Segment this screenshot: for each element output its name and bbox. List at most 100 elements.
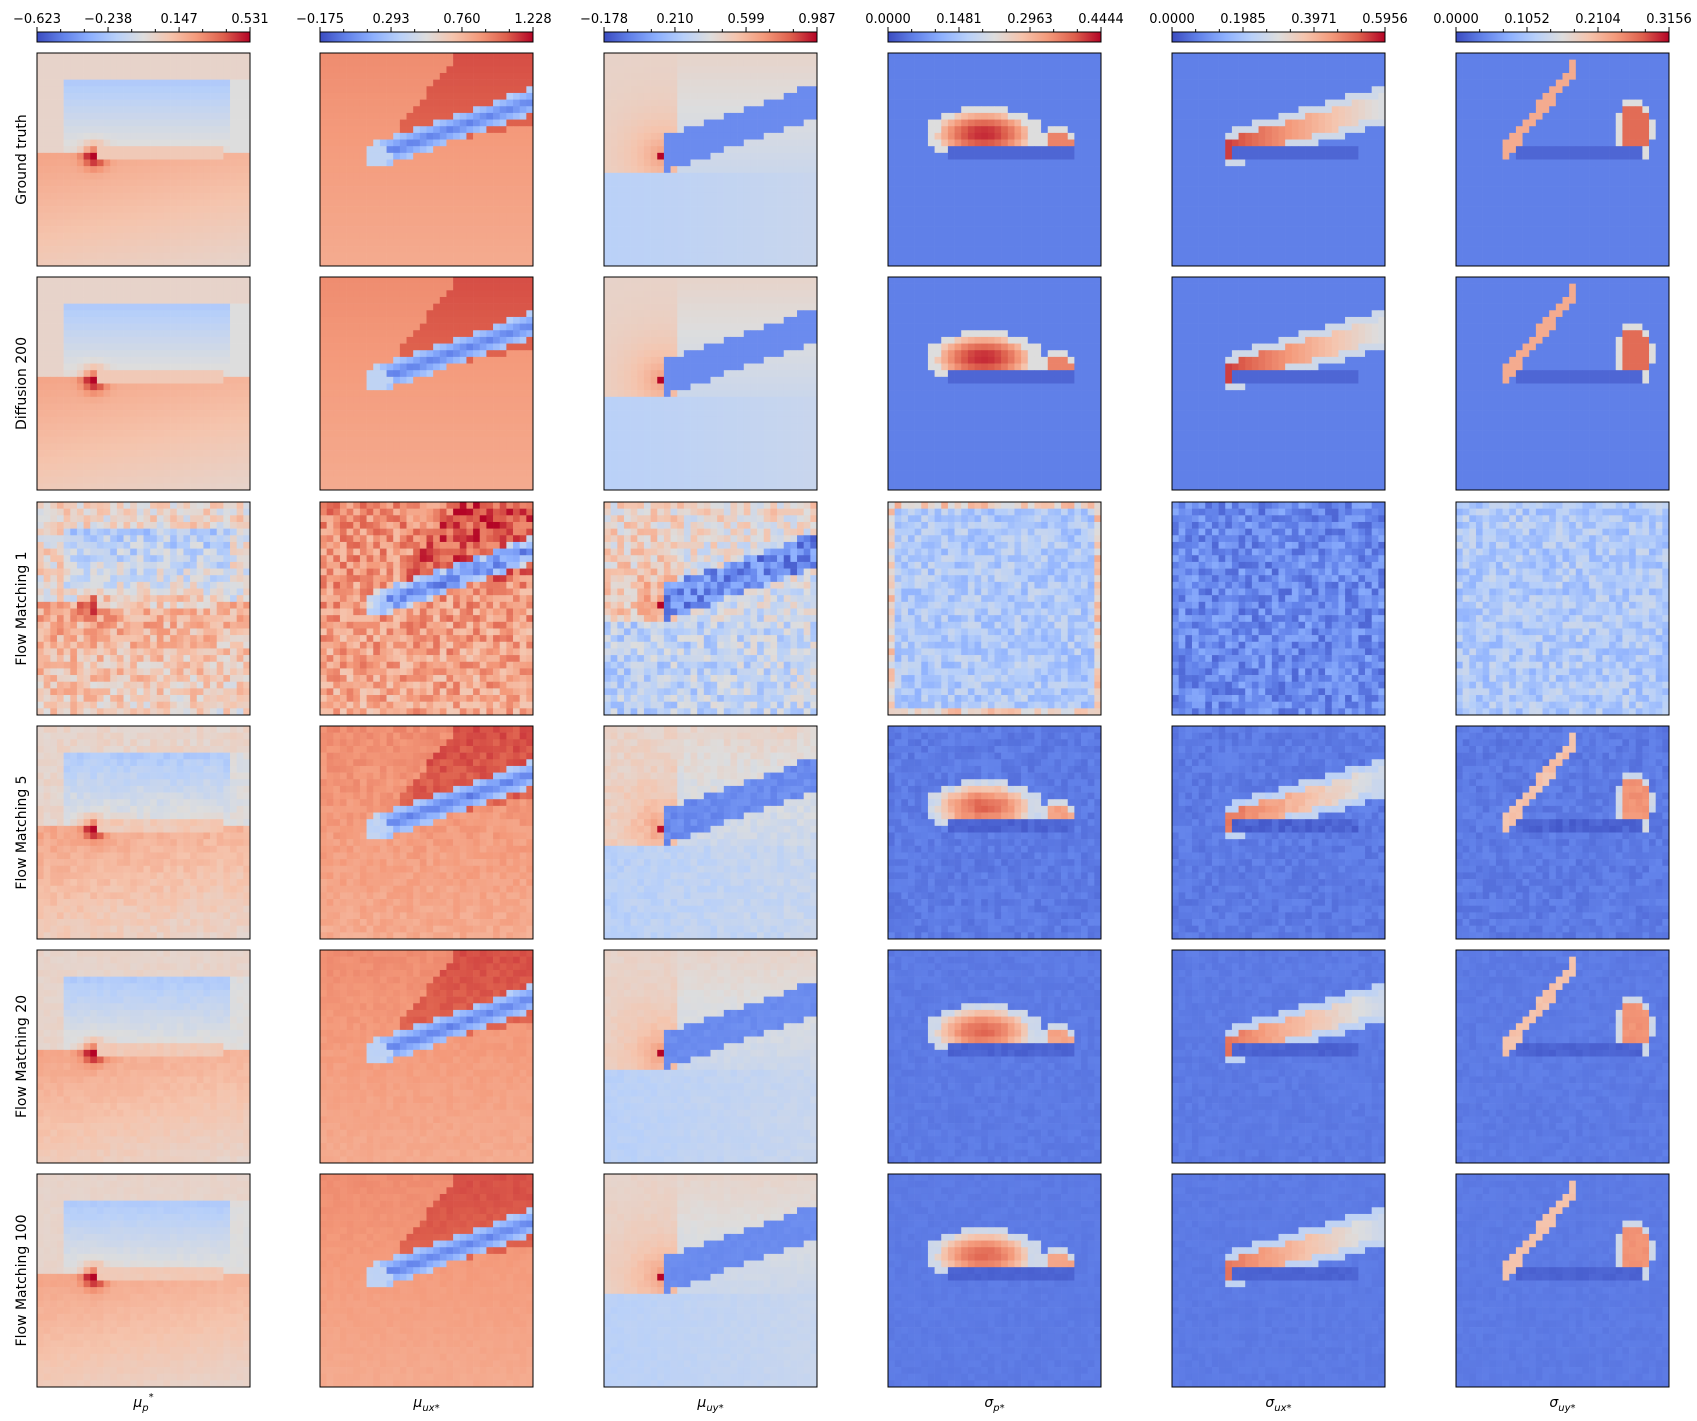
panel-4-4 bbox=[1171, 949, 1386, 1164]
row-label: Diffusion 200 bbox=[14, 337, 30, 430]
column-label-symbol: μ bbox=[412, 1395, 422, 1411]
column-label: μux* bbox=[412, 1395, 439, 1414]
panel-5-3 bbox=[887, 1173, 1102, 1388]
panel-frame bbox=[1455, 1173, 1670, 1388]
column-label-symbol: μ bbox=[696, 1395, 706, 1411]
colorbar-tick-label: 0.5956 bbox=[1362, 12, 1408, 27]
panel-5-5 bbox=[1455, 1173, 1670, 1388]
panel-5-0 bbox=[36, 1173, 251, 1388]
row-label: Flow Matching 1 bbox=[14, 551, 30, 665]
row-label: Flow Matching 5 bbox=[14, 775, 30, 889]
panel-frame bbox=[36, 725, 251, 940]
panel-frame bbox=[887, 949, 1102, 1164]
column-label: μuy* bbox=[696, 1395, 723, 1414]
panel-frame bbox=[1171, 725, 1386, 940]
panel-frame bbox=[603, 501, 818, 716]
colorbars: −0.623 −0.238 0.147 0.531 −0.175 0.293 0.760 1.… bbox=[13, 12, 1692, 43]
column-label-subscript: uy* bbox=[706, 1403, 723, 1414]
panel-frame bbox=[887, 501, 1102, 716]
panel-frame bbox=[603, 1173, 818, 1388]
panel-frame bbox=[603, 276, 818, 491]
panel-frame bbox=[887, 1173, 1102, 1388]
column-label-subscript: p bbox=[141, 1403, 148, 1414]
column-labels: μp* μux* μuy* σp* σux* σuy* bbox=[132, 1392, 1575, 1414]
panel-frame bbox=[603, 725, 818, 940]
colorbar-tick-label: 0.293 bbox=[372, 12, 409, 27]
panel-frame bbox=[887, 725, 1102, 940]
panel-frame bbox=[1171, 276, 1386, 491]
colorbar-tick-label: 0.1985 bbox=[1220, 12, 1266, 27]
colorbar-tick-label: 0.4444 bbox=[1078, 12, 1124, 27]
panel-3-4 bbox=[1171, 725, 1386, 940]
column-label-superscript: * bbox=[149, 1392, 154, 1403]
panel-1-3 bbox=[887, 276, 1102, 491]
colorbar-tick-label: 0.1481 bbox=[936, 12, 982, 27]
colorbar-tick-label: 0.2104 bbox=[1575, 12, 1621, 27]
column-label: μp* bbox=[132, 1392, 153, 1414]
panel-frame bbox=[36, 949, 251, 1164]
row-labels: Ground truth Diffusion 200 Flow Matching 1… bbox=[14, 114, 30, 1346]
column-label-symbol: σ bbox=[1549, 1395, 1559, 1411]
column-label-symbol: σ bbox=[984, 1395, 994, 1411]
panel-3-2 bbox=[603, 725, 818, 940]
panel-frame bbox=[1455, 276, 1670, 491]
panel-frame bbox=[319, 52, 534, 267]
colorbar-tick-label: 0.0000 bbox=[865, 12, 911, 27]
column-label-subscript: p* bbox=[992, 1403, 1004, 1414]
colorbar-mean_ux: −0.175 0.293 0.760 1.228 bbox=[296, 12, 552, 43]
panel-1-4 bbox=[1171, 276, 1386, 491]
panel-frame bbox=[1171, 52, 1386, 267]
panel-5-1 bbox=[319, 1173, 534, 1388]
panel-1-5 bbox=[1455, 276, 1670, 491]
panel-4-3 bbox=[887, 949, 1102, 1164]
column-label-subscript: ux* bbox=[1274, 1403, 1291, 1414]
panel-frame bbox=[1171, 1173, 1386, 1388]
column-label-symbol: σ bbox=[1265, 1395, 1275, 1411]
panel-frame bbox=[1455, 52, 1670, 267]
panel-0-1 bbox=[319, 52, 534, 267]
panel-2-0 bbox=[36, 501, 251, 716]
panel-2-4 bbox=[1171, 501, 1386, 716]
panel-frame bbox=[36, 1173, 251, 1388]
panel-frame bbox=[36, 276, 251, 491]
colorbar-gradient bbox=[1455, 31, 1670, 43]
colorbar-tick-label: −0.238 bbox=[84, 12, 132, 27]
colorbar-gradient bbox=[36, 31, 251, 43]
colorbar-tick-label: 0.3971 bbox=[1291, 12, 1337, 27]
colorbar-std_uy: 0.0000 0.1052 0.2104 0.3156 bbox=[1433, 12, 1692, 43]
column-label-subscript: ux* bbox=[422, 1403, 439, 1414]
colorbar-tick-label: 0.1052 bbox=[1504, 12, 1550, 27]
colorbar-tick-label: 0.147 bbox=[161, 12, 198, 27]
colorbar-tick-label: 0.0000 bbox=[1433, 12, 1479, 27]
panel-frame bbox=[1171, 949, 1386, 1164]
panel-1-0 bbox=[36, 276, 251, 491]
panel-frame bbox=[36, 52, 251, 267]
panel-frame bbox=[319, 1173, 534, 1388]
colorbar-tick-label: 0.599 bbox=[727, 12, 764, 27]
panel-frame bbox=[319, 276, 534, 491]
row-label: Flow Matching 20 bbox=[14, 995, 30, 1118]
column-label-subscript: uy* bbox=[1558, 1403, 1575, 1414]
panel-2-5 bbox=[1455, 501, 1670, 716]
colorbar-tick-label: 0.531 bbox=[231, 12, 268, 27]
panel-frame bbox=[887, 276, 1102, 491]
panel-5-4 bbox=[1171, 1173, 1386, 1388]
colorbar-tick-label: 0.2963 bbox=[1007, 12, 1053, 27]
colorbar-std_ux: 0.0000 0.1985 0.3971 0.5956 bbox=[1149, 12, 1408, 43]
panel-0-3 bbox=[887, 52, 1102, 267]
panel-frame bbox=[1455, 725, 1670, 940]
column-label: σux* bbox=[1265, 1395, 1291, 1414]
panel-frame bbox=[1171, 501, 1386, 716]
colorbar-tick-label: 0.760 bbox=[443, 12, 480, 27]
panel-3-3 bbox=[887, 725, 1102, 940]
panel-frame bbox=[887, 52, 1102, 267]
panel-0-4 bbox=[1171, 52, 1386, 267]
panel-3-0 bbox=[36, 725, 251, 940]
column-label: σuy* bbox=[1549, 1395, 1575, 1414]
colorbar-tick-label: 0.987 bbox=[798, 12, 835, 27]
colorbar-gradient bbox=[603, 31, 818, 43]
panel-0-2 bbox=[603, 52, 818, 267]
panel-4-0 bbox=[36, 949, 251, 1164]
panel-1-2 bbox=[603, 276, 818, 491]
panel-2-2 bbox=[603, 501, 818, 716]
